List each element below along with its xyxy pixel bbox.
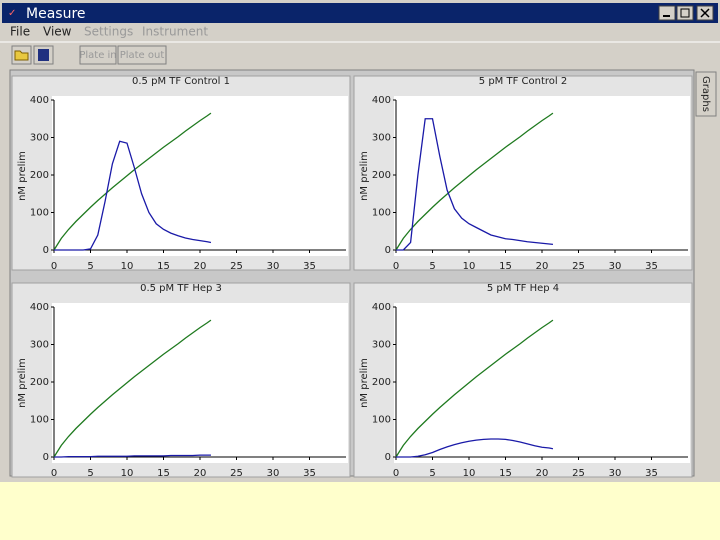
- x-tick-label: 25: [230, 468, 243, 479]
- y-tick-label: 100: [372, 415, 391, 426]
- window-title: Measure: [26, 6, 86, 22]
- menu-item[interactable]: File: [10, 25, 30, 39]
- x-tick-label: 0: [51, 468, 57, 479]
- y-axis-label: nM prelim: [17, 358, 28, 408]
- y-tick-label: 0: [43, 452, 49, 463]
- background: [0, 482, 720, 540]
- x-tick-label: 20: [194, 468, 207, 479]
- x-tick-label: 25: [572, 468, 585, 479]
- chart-title: 0.5 pM TF Control 1: [132, 76, 230, 87]
- x-tick-label: 0: [393, 261, 399, 272]
- x-tick-label: 35: [645, 261, 658, 272]
- y-tick-label: 200: [372, 377, 391, 388]
- y-tick-label: 300: [372, 133, 391, 144]
- x-tick-label: 0: [51, 261, 57, 272]
- x-tick-label: 5: [429, 261, 435, 272]
- button-label: Plate out: [120, 50, 165, 61]
- y-tick-label: 400: [30, 95, 49, 106]
- chart-title: 5 pM TF Hep 4: [487, 283, 559, 294]
- x-tick-label: 20: [194, 261, 207, 272]
- x-tick-label: 5: [87, 261, 93, 272]
- plate-out-button[interactable]: [117, 45, 167, 65]
- line-series: [54, 454, 211, 458]
- x-tick-label: 15: [157, 468, 170, 479]
- y-axis-label: nM prelim: [17, 151, 28, 201]
- y-tick-label: 100: [30, 208, 49, 219]
- window-buttons: [658, 5, 714, 21]
- x-tick-label: 15: [157, 261, 170, 272]
- maximize-button[interactable]: [676, 5, 694, 21]
- y-tick-label: 400: [30, 302, 49, 313]
- tab-label: Graphs: [700, 76, 711, 112]
- x-tick-label: 25: [572, 261, 585, 272]
- menu-item[interactable]: View: [43, 25, 72, 39]
- app-icon: ✓: [8, 8, 16, 19]
- y-tick-label: 0: [385, 452, 391, 463]
- y-tick-label: 0: [43, 245, 49, 256]
- x-tick-label: 30: [609, 468, 622, 479]
- line-series: [54, 140, 212, 251]
- button-label: Plate in: [79, 50, 116, 61]
- y-tick-label: 0: [385, 245, 391, 256]
- x-tick-label: 20: [536, 261, 549, 272]
- x-tick-label: 10: [463, 468, 476, 479]
- disk-icon: [38, 49, 49, 61]
- graphs-tab[interactable]: [695, 71, 717, 117]
- y-tick-label: 400: [372, 302, 391, 313]
- x-tick-label: 10: [463, 261, 476, 272]
- plate-in-button[interactable]: [79, 45, 117, 65]
- y-tick-label: 200: [30, 170, 49, 181]
- x-tick-label: 0: [393, 468, 399, 479]
- x-tick-label: 5: [87, 468, 93, 479]
- line-series: [395, 319, 554, 458]
- menu-item[interactable]: Instrument: [142, 25, 208, 39]
- y-tick-label: 300: [372, 340, 391, 351]
- line-series: [395, 112, 554, 251]
- x-tick-label: 15: [499, 468, 512, 479]
- x-tick-label: 35: [303, 261, 316, 272]
- y-tick-label: 400: [372, 95, 391, 106]
- x-tick-label: 10: [121, 468, 134, 479]
- x-tick-label: 30: [267, 261, 280, 272]
- line-series: [53, 319, 212, 458]
- x-tick-label: 25: [230, 261, 243, 272]
- line-series: [396, 438, 554, 458]
- minimize-button[interactable]: [658, 5, 676, 21]
- y-tick-label: 300: [30, 133, 49, 144]
- y-tick-label: 200: [30, 377, 49, 388]
- y-axis-label: nM prelim: [359, 151, 370, 201]
- x-tick-label: 35: [303, 468, 316, 479]
- title-bar: [2, 3, 718, 23]
- x-tick-label: 15: [499, 261, 512, 272]
- chart-title: 0.5 pM TF Hep 3: [140, 283, 222, 294]
- x-tick-label: 30: [267, 468, 280, 479]
- plot-area: [52, 96, 348, 256]
- line-series: [396, 118, 554, 251]
- x-tick-label: 20: [536, 468, 549, 479]
- plot-area: [394, 96, 690, 256]
- y-tick-label: 100: [30, 415, 49, 426]
- menu-item[interactable]: Settings: [84, 25, 133, 39]
- chart-title: 5 pM TF Control 2: [479, 76, 567, 87]
- x-tick-label: 5: [429, 468, 435, 479]
- x-tick-label: 35: [645, 468, 658, 479]
- y-tick-label: 200: [372, 170, 391, 181]
- x-tick-label: 30: [609, 261, 622, 272]
- y-axis-label: nM prelim: [359, 358, 370, 408]
- folder-icon: [14, 50, 29, 61]
- plot-area: [52, 303, 348, 463]
- x-tick-label: 10: [121, 261, 134, 272]
- y-tick-label: 300: [30, 340, 49, 351]
- plot-area: [394, 303, 690, 463]
- y-tick-label: 100: [372, 208, 391, 219]
